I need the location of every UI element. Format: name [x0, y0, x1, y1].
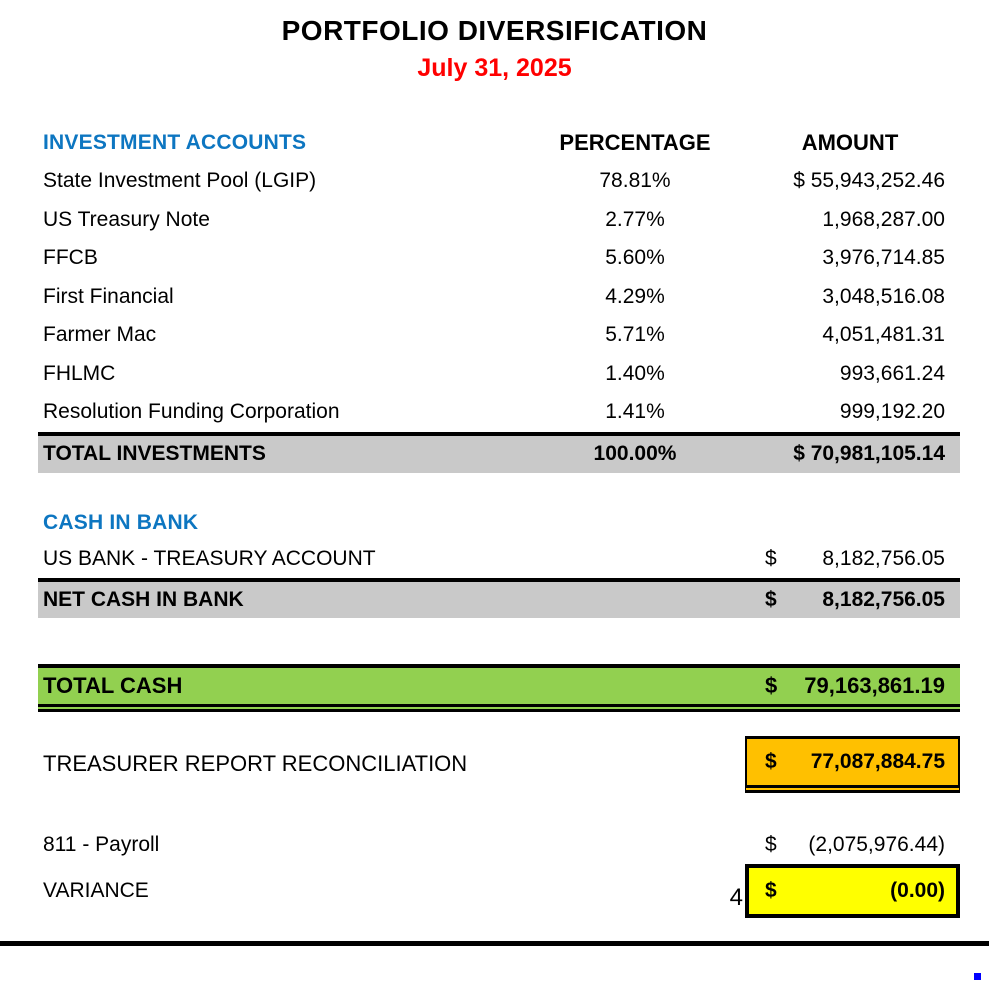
cash-in-bank-header-row: CASH IN BANK [38, 506, 960, 540]
account-name: First Financial [43, 284, 174, 308]
us-bank-treasury-label: US BANK - TREASURY ACCOUNT [43, 546, 376, 570]
variance-amount: (0.00) [890, 878, 945, 902]
payroll-label: 811 - Payroll [43, 832, 160, 856]
page-title: PORTFOLIO DIVERSIFICATION [281, 15, 708, 46]
table-row: FFCB 5.60% 3,976,714.85 [38, 239, 960, 278]
variance-row: VARIANCE 4 $ (0.00) [38, 863, 960, 918]
account-name: FFCB [43, 246, 98, 270]
account-percentage: 4.29% [605, 284, 665, 308]
report-body: INVESTMENT ACCOUNTS PERCENTAGE AMOUNT St… [38, 124, 960, 918]
treasurer-reconciliation-amount-box: $ 77,087,884.75 [745, 735, 960, 793]
currency-symbol: $ [765, 672, 778, 698]
account-name: Resolution Funding Corporation [43, 400, 340, 424]
account-amount: 993,661.24 [839, 361, 945, 385]
total-investments-amount: $ 70,981,105.14 [793, 442, 945, 465]
total-investments-row: TOTAL INVESTMENTS 100.00% $ 70,981,105.1… [38, 431, 960, 473]
investments-table-header: INVESTMENT ACCOUNTS PERCENTAGE AMOUNT [38, 124, 960, 162]
account-percentage: 5.71% [605, 323, 665, 347]
cash-in-bank-heading: CASH IN BANK [43, 510, 199, 534]
variance-label: VARIANCE [43, 878, 149, 902]
account-percentage: 2.77% [605, 207, 665, 231]
account-amount: $ 55,943,252.46 [793, 169, 945, 193]
table-row: First Financial 4.29% 3,048,516.08 [38, 278, 960, 317]
net-cash-in-bank-amount: 8,182,756.05 [822, 587, 945, 611]
currency-symbol: $ [765, 878, 777, 902]
selection-handle-marker [974, 973, 981, 980]
total-investments-percentage: 100.00% [593, 442, 677, 465]
payroll-amount: (2,075,976.44) [808, 832, 945, 856]
table-row: Farmer Mac 5.71% 4,051,481.31 [38, 316, 960, 355]
account-percentage: 1.40% [605, 361, 665, 385]
treasurer-reconciliation-label: TREASURER REPORT RECONCILIATION [43, 751, 468, 776]
page-number-marker: 4 [729, 883, 743, 911]
us-bank-treasury-row: US BANK - TREASURY ACCOUNT $ 8,182,756.0… [38, 540, 960, 578]
investment-accounts-heading: INVESTMENT ACCOUNTS [43, 131, 307, 154]
percentage-column-header: PERCENTAGE [559, 130, 711, 155]
amount-column-header: AMOUNT [801, 130, 899, 155]
table-row: State Investment Pool (LGIP) 78.81% $ 55… [38, 162, 960, 201]
net-cash-in-bank-label: NET CASH IN BANK [43, 587, 244, 611]
total-cash-row: TOTAL CASH $ 79,163,861.19 [38, 663, 960, 712]
account-percentage: 1.41% [605, 400, 665, 424]
treasurer-reconciliation-amount: 77,087,884.75 [810, 749, 945, 773]
table-row: Resolution Funding Corporation 1.41% 999… [38, 393, 960, 432]
currency-symbol: $ [765, 832, 777, 856]
account-amount: 999,192.20 [839, 400, 945, 424]
portfolio-report-page: PORTFOLIO DIVERSIFICATION July 31, 2025 … [0, 12, 989, 980]
account-percentage: 5.60% [605, 246, 665, 270]
currency-symbol: $ [765, 749, 777, 773]
account-name: US Treasury Note [43, 207, 210, 231]
account-name: FHLMC [43, 361, 116, 385]
table-row: US Treasury Note 2.77% 1,968,287.00 [38, 201, 960, 240]
report-date: July 31, 2025 [417, 54, 572, 82]
account-percentage: 78.81% [599, 169, 671, 193]
total-cash-amount: 79,163,861.19 [804, 672, 945, 698]
account-name: State Investment Pool (LGIP) [43, 169, 317, 193]
currency-symbol: $ [765, 546, 777, 570]
account-name: Farmer Mac [43, 323, 157, 347]
currency-symbol: $ [765, 587, 777, 611]
total-investments-label: TOTAL INVESTMENTS [43, 442, 266, 465]
treasurer-reconciliation-row: TREASURER REPORT RECONCILIATION $ 77,087… [38, 735, 960, 793]
account-amount: 1,968,287.00 [822, 207, 945, 231]
account-amount: 3,048,516.08 [822, 284, 945, 308]
net-cash-in-bank-row: NET CASH IN BANK $ 8,182,756.05 [38, 577, 960, 618]
variance-amount-box: $ (0.00) [745, 863, 960, 918]
account-amount: 4,051,481.31 [822, 323, 945, 347]
total-cash-label: TOTAL CASH [43, 672, 183, 698]
bottom-divider-rule [0, 941, 989, 946]
table-row: FHLMC 1.40% 993,661.24 [38, 355, 960, 394]
account-amount: 3,976,714.85 [822, 246, 945, 270]
payroll-row: 811 - Payroll $ (2,075,976.44) [38, 826, 960, 864]
us-bank-treasury-amount: 8,182,756.05 [822, 546, 945, 570]
